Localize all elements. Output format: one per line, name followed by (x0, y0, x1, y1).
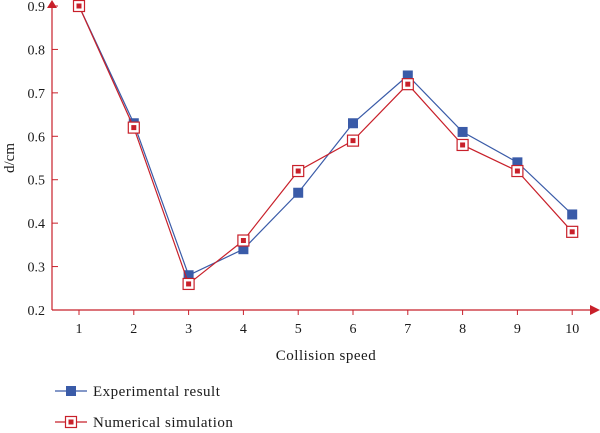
legend: Experimental result Numerical simulation (55, 384, 233, 431)
data-point-dot (405, 81, 411, 87)
data-point (402, 70, 413, 81)
data-point-dot (131, 125, 137, 131)
y-tick-label: 0.2 (28, 304, 46, 319)
data-point-dot (569, 229, 575, 235)
x-ticks: 1 2 3 4 5 6 7 8 9 10 (76, 310, 579, 337)
data-point (348, 118, 358, 129)
data-point (72, 0, 86, 13)
data-point (456, 138, 469, 152)
data-point-dot (240, 238, 246, 244)
series-layer (72, 0, 579, 291)
data-point (567, 209, 578, 220)
y-tick-label: 0.8 (28, 43, 46, 58)
x-tick-label: 2 (130, 322, 137, 337)
legend-item-numerical: Numerical simulation (55, 415, 233, 431)
y-tick-label: 0.3 (28, 261, 46, 276)
x-axis-label: Collision speed (276, 348, 376, 364)
x-tick-label: 9 (514, 322, 521, 337)
data-point (183, 270, 194, 281)
data-point (457, 126, 468, 137)
y-tick-label: 0.9 (28, 0, 46, 15)
data-point (293, 187, 304, 198)
legend-label-experimental: Experimental result (93, 384, 221, 400)
x-tick-label: 1 (76, 322, 83, 337)
y-tick-label: 0.6 (28, 130, 46, 145)
legend-marker-numerical-dot-icon (68, 419, 74, 425)
y-ticks: 0.2 0.3 0.4 0.5 0.6 0.7 0.8 0.9 (28, 0, 58, 319)
data-point (346, 134, 360, 147)
x-tick-label: 8 (459, 322, 466, 337)
data-point-dot (350, 138, 356, 144)
data-point-dot (295, 168, 301, 174)
data-point (237, 234, 250, 247)
x-tick-label: 7 (404, 322, 411, 337)
data-point (401, 78, 414, 91)
axes (47, 0, 600, 315)
data-point (182, 277, 195, 291)
series-line-0 (78, 5, 573, 277)
x-tick-label: 6 (350, 322, 357, 337)
data-point-dot (514, 168, 520, 174)
x-tick-label: 4 (240, 322, 247, 337)
x-axis-arrow-icon (590, 305, 600, 315)
y-tick-label: 0.4 (28, 217, 46, 232)
legend-item-experimental: Experimental result (55, 384, 221, 400)
data-point (292, 164, 305, 178)
data-point-dot (460, 142, 466, 148)
data-point-dot (186, 281, 192, 287)
data-point (566, 225, 579, 238)
data-point (238, 244, 249, 255)
x-tick-label: 10 (565, 322, 579, 337)
x-tick-label: 3 (185, 322, 192, 337)
series-line-1 (78, 5, 573, 285)
y-axis-label: d/cm (2, 143, 18, 173)
data-point (127, 121, 140, 134)
legend-marker-experimental-icon (66, 386, 76, 396)
data-point (512, 157, 523, 168)
y-tick-label: 0.7 (28, 87, 46, 102)
legend-label-numerical: Numerical simulation (93, 415, 233, 431)
y-tick-label: 0.5 (28, 174, 46, 189)
data-point (511, 164, 524, 178)
data-point-dot (76, 3, 82, 9)
y-axis-arrow-icon (47, 0, 57, 8)
x-tick-label: 5 (295, 322, 302, 337)
